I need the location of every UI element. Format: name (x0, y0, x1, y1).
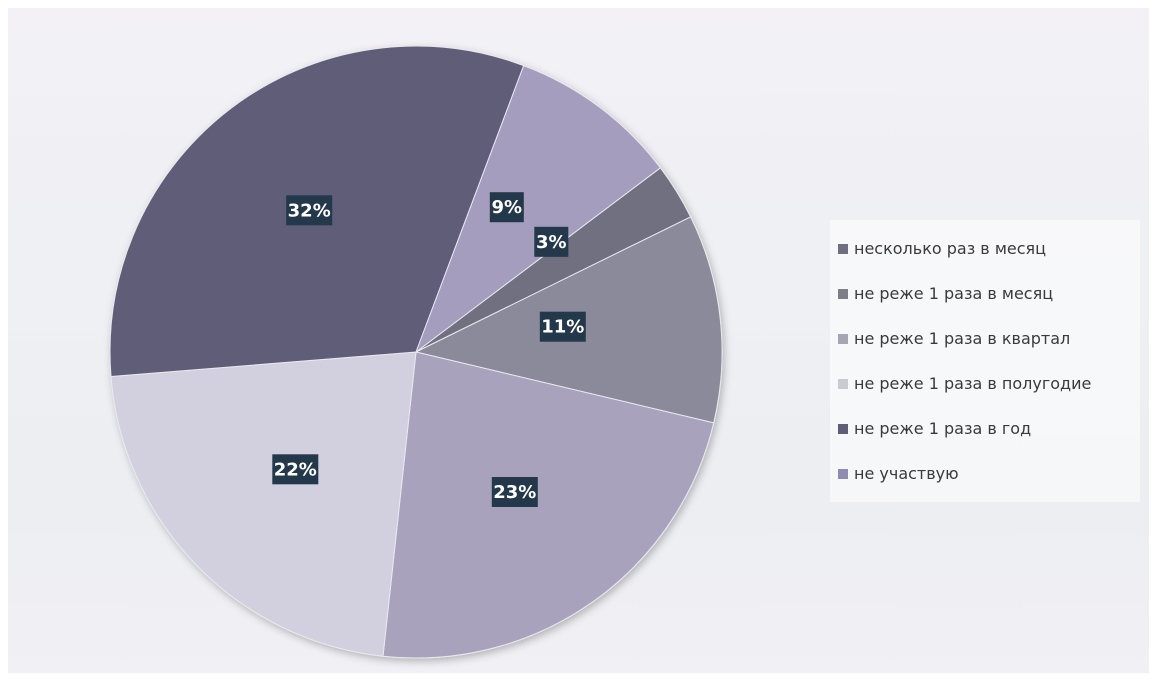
legend-swatch (838, 288, 848, 299)
data-label-text: 22% (274, 459, 317, 480)
data-label-text: 32% (288, 200, 331, 221)
legend-swatch (838, 378, 848, 389)
legend-item: не реже 1 раза в месяц (838, 271, 1132, 316)
data-label: 3% (534, 226, 569, 257)
legend-label: не участвую (854, 464, 959, 483)
legend-swatch (838, 243, 848, 254)
legend-swatch (838, 468, 848, 479)
data-label-text: 11% (541, 317, 584, 338)
legend-item: не реже 1 раза в год (838, 406, 1132, 451)
pie-data-labels: 3% 11% 23% 22% 32% 9% (272, 192, 586, 507)
chart-area: 3% 11% 23% 22% 32% 9% несколько раз в месяц н… (8, 8, 1149, 673)
data-label: 32% (286, 195, 333, 226)
pie-slice (414, 64, 662, 354)
data-label-text: 9% (492, 197, 523, 218)
legend-label: несколько раз в месяц (854, 239, 1047, 258)
pie-slice (382, 351, 715, 659)
legend-item: не реже 1 раза в полугодие (838, 361, 1132, 406)
legend-swatch (838, 423, 848, 434)
data-label-box (539, 311, 586, 342)
data-label-box (272, 454, 319, 485)
pie-slices (109, 45, 723, 659)
data-label-box (286, 195, 333, 226)
legend: несколько раз в месяц не реже 1 раза в м… (830, 220, 1140, 502)
data-label: 9% (489, 192, 524, 223)
data-label-box (491, 477, 538, 507)
data-label-box (489, 192, 524, 223)
legend-item: не участвую (838, 451, 1132, 496)
legend-label: не реже 1 раза в год (854, 419, 1032, 438)
legend-label: не реже 1 раза в полугодие (854, 374, 1092, 393)
legend-label: не реже 1 раза в квартал (854, 329, 1071, 348)
data-label: 11% (539, 311, 586, 342)
pie-chart: 3% 11% 23% 22% 32% 9% (109, 45, 723, 659)
legend-label: не реже 1 раза в месяц (854, 284, 1054, 303)
data-label-text: 23% (493, 482, 536, 503)
pie-slice (110, 351, 417, 657)
legend-item: несколько раз в месяц (838, 226, 1132, 271)
data-label: 23% (491, 477, 538, 507)
data-label: 22% (272, 454, 319, 485)
legend-swatch (838, 333, 848, 344)
data-label-box (534, 226, 569, 257)
data-label-text: 3% (536, 232, 567, 253)
legend-item: не реже 1 раза в квартал (838, 316, 1132, 361)
